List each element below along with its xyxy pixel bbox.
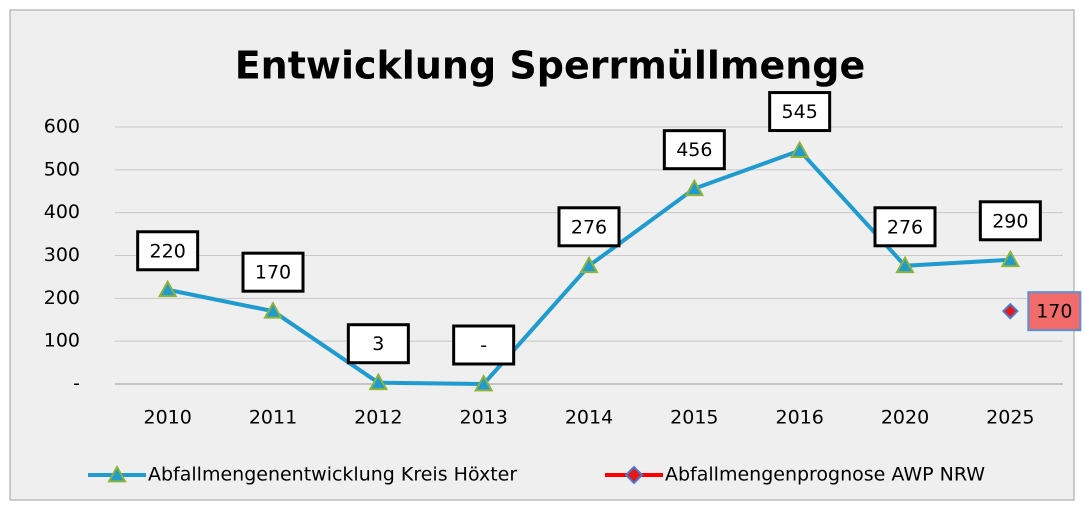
y-tick-label: 200: [44, 287, 80, 309]
data-label: 545: [782, 101, 818, 123]
x-tick-label: 2020: [881, 407, 929, 429]
data-label-box: [346, 323, 410, 365]
data-label: 290: [992, 210, 1028, 232]
triangle-marker: [157, 279, 178, 298]
x-tick-label: 2015: [670, 407, 718, 429]
data-label-box: [978, 200, 1042, 242]
triangle-marker: [368, 372, 389, 391]
data-label: 220: [150, 240, 186, 262]
triangle-marker: [107, 464, 127, 483]
triangle-marker: [895, 255, 915, 274]
y-tick-label: 500: [44, 158, 80, 180]
data-label: 3: [372, 333, 384, 355]
triangle-marker: [1000, 249, 1021, 268]
x-tick-label: 2014: [565, 407, 613, 429]
x-tick-label: 2010: [143, 407, 191, 429]
x-tick-label: 2016: [775, 407, 823, 429]
data-label-box: [136, 230, 200, 272]
triangle-marker: [473, 373, 494, 392]
x-tick-label: 2013: [459, 407, 507, 429]
data-label-box: [662, 129, 726, 171]
y-tick-label: 600: [44, 116, 80, 138]
data-label-box: [557, 206, 621, 248]
data-label: 276: [571, 216, 607, 238]
diamond-marker: [624, 465, 644, 485]
data-label: 456: [676, 139, 712, 161]
y-tick-label: 300: [44, 244, 80, 266]
y-tick-label: 100: [44, 330, 80, 352]
triangle-marker: [263, 301, 283, 319]
data-label-box: [768, 91, 832, 133]
triangle-marker: [684, 178, 705, 197]
legend-label: Abfallmengenprognose AWP NRW: [665, 464, 985, 486]
x-tick-label: 2025: [986, 407, 1034, 429]
triangle-marker: [579, 255, 599, 274]
data-label-box: [241, 251, 305, 293]
x-tick-label: 2012: [354, 407, 402, 429]
x-tick-label: 2011: [249, 407, 297, 429]
data-label-box: [1027, 291, 1082, 332]
triangle-marker: [789, 140, 810, 158]
y-tick-label: 400: [44, 201, 80, 223]
y-tick-label: -: [73, 373, 80, 395]
legend-label: Abfallmengenentwicklung Kreis Höxter: [148, 464, 517, 486]
data-label: 170: [255, 262, 291, 284]
data-label: -: [480, 335, 487, 357]
data-label-box: [452, 324, 516, 366]
data-label: 170: [1036, 301, 1072, 323]
diamond-marker: [1001, 302, 1019, 320]
data-label: 276: [887, 216, 923, 238]
chart-title: Entwicklung Sperrmüllmenge: [235, 44, 866, 88]
data-label-box: [873, 206, 937, 248]
